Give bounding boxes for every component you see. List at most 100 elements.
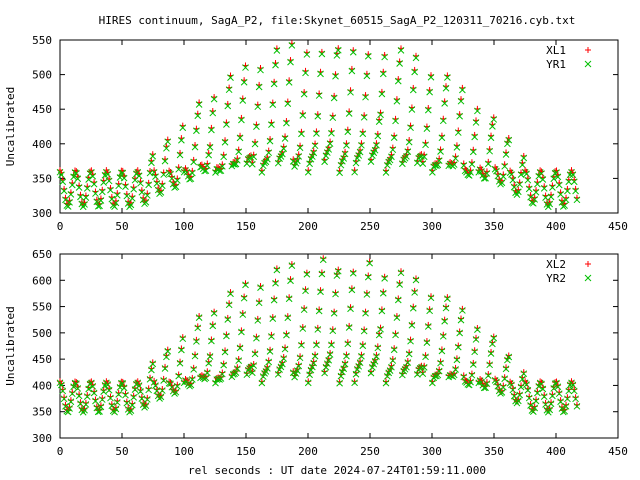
data-point [371, 357, 379, 365]
data-point [258, 169, 266, 176]
data-point [419, 370, 427, 378]
data-point [67, 191, 75, 198]
data-point [534, 389, 541, 397]
data-point [70, 173, 77, 181]
data-point [149, 152, 157, 160]
data-point [143, 192, 151, 199]
data-point [381, 274, 388, 282]
data-point [524, 386, 532, 394]
data-point [203, 162, 211, 169]
legend-label: XL1 [546, 44, 566, 57]
data-point [235, 357, 243, 364]
data-point [298, 130, 305, 138]
data-point [127, 407, 135, 414]
data-point [158, 182, 166, 190]
data-point [348, 67, 356, 75]
data-point [113, 399, 121, 406]
data-point [135, 172, 143, 180]
data-point [379, 70, 387, 78]
plot-frame [59, 253, 619, 439]
data-point [409, 86, 417, 94]
data-point [266, 137, 274, 145]
data-point [100, 388, 108, 395]
data-point [172, 388, 180, 396]
data-point [487, 134, 495, 142]
data-point [456, 112, 464, 120]
data-point [364, 273, 372, 281]
data-point [304, 168, 312, 176]
data-point [255, 83, 263, 91]
x-tick-label: 300 [422, 445, 442, 458]
data-point [190, 366, 198, 373]
data-point [532, 397, 540, 405]
data-point [236, 134, 244, 142]
data-point [227, 290, 234, 298]
data-point [493, 378, 500, 386]
data-point [299, 112, 307, 119]
data-point [303, 51, 311, 58]
data-point [193, 338, 200, 345]
data-point [173, 177, 181, 184]
x-tick-label: 450 [608, 220, 628, 233]
data-point [179, 124, 187, 132]
data-point [250, 153, 258, 161]
data-point [381, 53, 388, 61]
data-point [220, 361, 228, 369]
data-point [343, 142, 350, 149]
data-point [334, 46, 342, 54]
data-point [120, 384, 128, 392]
data-point [172, 183, 180, 191]
y-tick-label: 550 [32, 34, 52, 47]
data-point [239, 97, 247, 104]
data-point [411, 68, 418, 76]
data-point [278, 360, 286, 368]
data-point [534, 180, 541, 188]
data-point [388, 153, 395, 161]
data-point [157, 393, 165, 401]
data-point [128, 401, 136, 409]
data-point [67, 398, 75, 406]
legend-label: YR2 [546, 272, 566, 285]
data-point [435, 157, 443, 164]
data-point [408, 321, 416, 329]
data-point [487, 350, 495, 357]
data-point [374, 344, 382, 352]
data-point [414, 159, 421, 167]
data-point [283, 331, 290, 339]
data-point [570, 387, 578, 395]
data-point [97, 403, 105, 411]
data-point [153, 180, 161, 187]
data-point [318, 270, 326, 278]
data-point [251, 140, 259, 148]
data-point [296, 354, 304, 362]
data-point [529, 408, 537, 415]
data-point [238, 328, 245, 336]
x-tick-label: 400 [546, 220, 566, 233]
data-point [367, 369, 375, 377]
data-point [388, 363, 395, 371]
x-tick-label: 250 [360, 445, 380, 458]
y-tick-label: 300 [32, 432, 52, 445]
data-point [315, 307, 323, 315]
data-point [547, 400, 555, 408]
data-point [363, 291, 371, 298]
data-point [321, 369, 328, 377]
data-point [538, 170, 545, 177]
data-point [291, 373, 298, 381]
x-tick-label: 350 [484, 220, 504, 233]
data-point [420, 364, 428, 371]
figure-title: HIRES continuum, SagA_P2, file:Skynet_60… [99, 14, 576, 27]
data-point [384, 161, 391, 169]
data-point [253, 123, 260, 130]
x-tick-label: 100 [174, 445, 194, 458]
bottom-panel: 0 50 100 150 200 250 300 350 400 450 300 350 400 450 5… [4, 248, 628, 458]
data-point [420, 153, 428, 161]
y-tick-label: 500 [32, 69, 52, 82]
x-tick-label: 300 [422, 220, 442, 233]
data-point [300, 306, 308, 314]
data-point [542, 194, 549, 201]
data-point [349, 48, 357, 56]
data-point [355, 152, 363, 159]
data-point [145, 386, 153, 394]
data-point [186, 175, 193, 183]
